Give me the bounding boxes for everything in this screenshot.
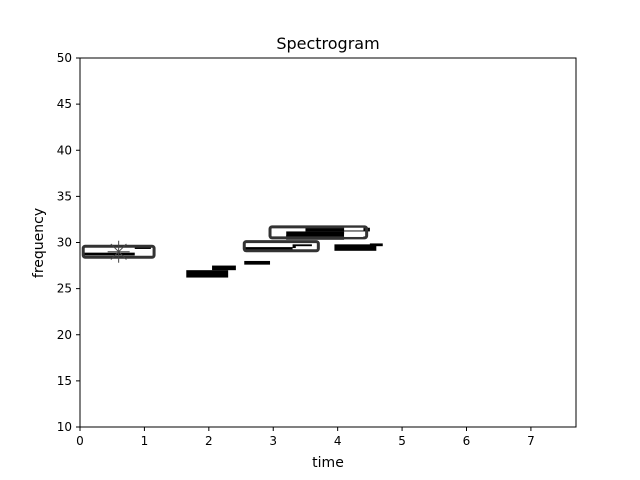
box-highlight	[273, 230, 287, 236]
x-tick-label: 1	[141, 434, 149, 448]
y-tick-label: 30	[57, 236, 72, 250]
box-highlight	[137, 251, 151, 255]
asterisk-marker	[107, 240, 130, 263]
energy-segment	[212, 265, 236, 271]
x-axis-ticks: 0 1 2 3 4 5 6 7	[76, 427, 535, 448]
energy-segment	[83, 252, 135, 256]
detection-box	[242, 240, 320, 253]
y-tick-label: 35	[57, 189, 72, 203]
y-tick-label: 10	[57, 420, 72, 434]
box-highlight	[344, 227, 364, 231]
x-tick-label: 7	[527, 434, 535, 448]
energy-segment	[305, 227, 370, 232]
asterisk-stroke	[110, 243, 127, 260]
y-axis-ticks: 10 15 20 25 30 35 40 45 50	[57, 51, 80, 434]
energy-segment	[186, 270, 229, 278]
y-tick-label: 45	[57, 97, 72, 111]
box-highlight	[86, 248, 109, 251]
box-highlight	[247, 243, 280, 247]
energy-segment	[369, 243, 383, 247]
chart-title: Spectrogram	[276, 34, 379, 53]
x-tick-label: 0	[76, 434, 84, 448]
energy-segment	[286, 231, 345, 240]
energy-segment	[334, 244, 377, 251]
y-tick-label: 20	[57, 328, 72, 342]
box-highlight	[295, 246, 316, 249]
y-tick-label: 50	[57, 51, 72, 65]
detection-box	[268, 225, 369, 240]
x-tick-label: 3	[269, 434, 277, 448]
y-axis-label: frequency	[31, 208, 47, 278]
y-tick-label: 25	[57, 282, 72, 296]
x-tick-label: 4	[334, 434, 342, 448]
plot-layer	[81, 225, 383, 278]
x-tick-label: 5	[398, 434, 406, 448]
energy-segment	[244, 260, 271, 265]
x-axis-label: time	[312, 455, 344, 471]
x-tick-label: 6	[463, 434, 471, 448]
y-tick-label: 40	[57, 143, 72, 157]
y-tick-label: 15	[57, 374, 72, 388]
x-tick-label: 2	[205, 434, 213, 448]
box-highlight	[344, 234, 364, 237]
